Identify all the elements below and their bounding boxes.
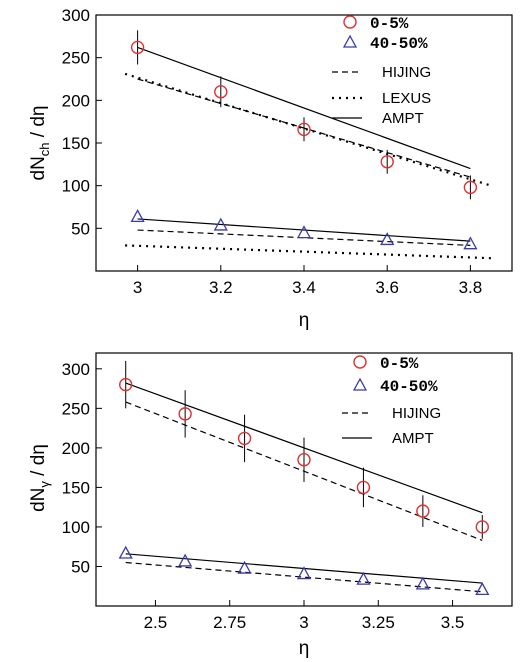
data-point-triangle	[356, 571, 371, 585]
legend-marker-circle	[353, 355, 367, 369]
y-tick-label: 150	[62, 134, 90, 153]
data-point-triangle	[178, 553, 193, 567]
data-point-triangle	[415, 576, 430, 590]
data-point-circle	[297, 122, 311, 137]
data-point-triangle	[213, 217, 228, 231]
data-point-circle	[356, 480, 371, 495]
legend-label: 0-5%	[380, 355, 419, 373]
top-panel: 3 3.2 3.4 3.6 3.8 50 100 150 200 250 300 0-5% 40-50…	[28, 6, 513, 331]
x-tick-label: 3	[133, 278, 142, 297]
model-line-dotted	[124, 72, 492, 187]
x-axis-label: η	[299, 638, 310, 659]
y-tick-label: 300	[62, 6, 90, 25]
legend-label: HIJING	[392, 405, 441, 422]
y-tick-label: 300	[62, 360, 90, 379]
y-axis-label: dNγ / dη	[28, 444, 52, 512]
data-point-triangle	[237, 560, 252, 574]
x-tick-label: 3.6	[375, 278, 399, 297]
x-tick-label: 2.5	[144, 613, 168, 632]
data-point-circle	[416, 504, 430, 518]
legend-label: HIJING	[382, 64, 431, 81]
data-point-circle	[178, 407, 192, 421]
bottom-panel: 2.5 2.75 3 3.25 3.5 50 100 150 200 250 300 0-5% 40-…	[28, 352, 513, 659]
x-tick-label: 2.75	[213, 613, 246, 632]
model-line-solid	[137, 218, 471, 242]
y-axis-label: dNch / dη	[28, 105, 52, 180]
data-point-circle	[119, 377, 133, 392]
legend-marker-triangle	[352, 377, 368, 391]
legend-marker-triangle	[342, 34, 358, 48]
data-point-circle	[463, 180, 478, 195]
x-tick-label: 3.25	[362, 613, 395, 632]
data-point-circle	[475, 520, 489, 534]
data-point-triangle	[380, 232, 395, 246]
y-tick-label: 250	[62, 399, 90, 418]
model-line-dotted	[125, 244, 492, 260]
y-tick-label: 100	[62, 177, 90, 196]
y-tick-label: 150	[62, 478, 90, 497]
legend-label: AMPT	[392, 430, 434, 447]
x-tick-label: 3.8	[459, 278, 483, 297]
data-point-triangle	[130, 209, 145, 223]
legend-label: AMPT	[382, 110, 424, 127]
legend-label: LEXUS	[382, 90, 431, 107]
data-point-circle	[130, 40, 145, 55]
y-tick-label: 50	[71, 557, 90, 576]
x-tick-label: 3.2	[209, 278, 233, 297]
legend-label: 40-50%	[370, 35, 428, 53]
x-tick-label: 3	[299, 613, 308, 632]
data-point-triangle	[475, 582, 490, 596]
y-tick-label: 200	[62, 91, 90, 110]
model-line-solid	[137, 46, 471, 170]
y-tick-label: 200	[62, 439, 90, 458]
legend-label: 0-5%	[370, 15, 409, 33]
y-tick-label: 50	[71, 219, 90, 238]
x-tick-label: 3.5	[441, 613, 465, 632]
data-point-circle	[214, 85, 228, 99]
data-point-triangle	[296, 225, 312, 239]
data-point-circle	[297, 453, 311, 467]
x-tick-label: 3.4	[292, 278, 316, 297]
data-point-triangle	[296, 566, 312, 580]
data-point-triangle	[118, 545, 133, 559]
y-tick-label: 250	[62, 49, 90, 68]
y-tick-label: 100	[62, 518, 90, 537]
data-point-circle	[380, 155, 394, 169]
model-line-dashed	[137, 229, 471, 246]
plot-frame	[95, 14, 513, 272]
data-point-circle	[237, 431, 252, 446]
legend-label: 40-50%	[380, 378, 438, 396]
x-axis-label: η	[299, 310, 310, 331]
data-point-triangle	[463, 236, 478, 250]
legend-marker-circle	[343, 15, 357, 29]
